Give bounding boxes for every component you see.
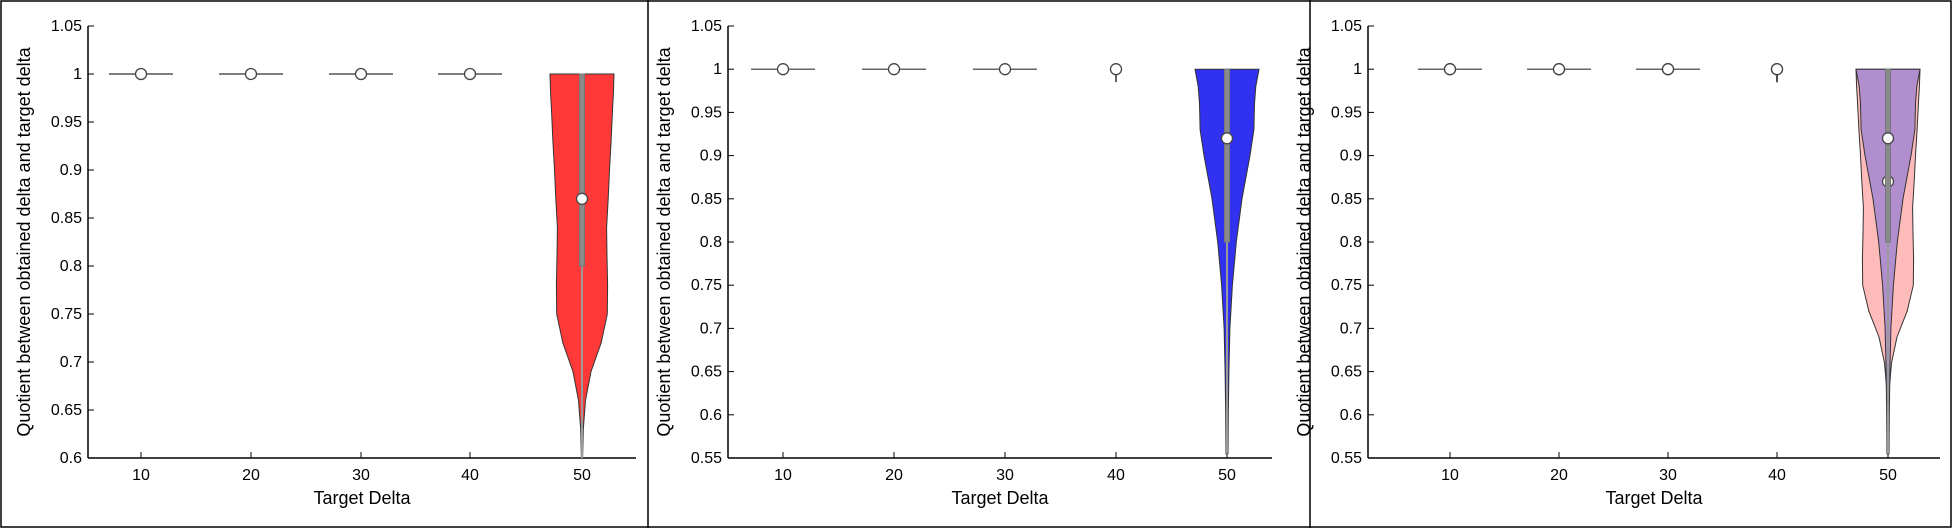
y-axis-label: Quotient between obtained delta and targ…	[1294, 46, 1314, 436]
y-tick-label: 0.9	[60, 162, 82, 179]
median-marker	[1220, 132, 1234, 145]
y-tick-label: 1.05	[1331, 18, 1362, 35]
y-tick-label: 0.55	[1331, 450, 1362, 467]
median-marker	[1552, 63, 1566, 76]
y-tick-label: 0.9	[1340, 148, 1362, 165]
x-tick-label: 30	[996, 467, 1014, 484]
y-tick-label: 1	[1353, 61, 1362, 78]
y-tick-label: 0.7	[1340, 320, 1362, 337]
y-axis-label: Quotient between obtained delta and targ…	[654, 46, 674, 436]
median-marker	[776, 63, 790, 76]
chart-panel-1: 0.6 0.65 0.7 0.75 0.8 0.85 0.9 0.95 1 1.05 10 20 30 4…	[14, 18, 636, 508]
y-tick-label: 0.75	[691, 277, 722, 294]
y-tick-label: 0.8	[1340, 234, 1362, 251]
y-tick-label: 0.7	[60, 354, 82, 371]
x-tick-label: 20	[885, 467, 903, 484]
iqr-box	[1885, 68, 1891, 243]
median-marker	[244, 67, 258, 81]
y-tick-label: 0.9	[700, 148, 722, 165]
y-tick-label: 0.85	[1331, 191, 1362, 208]
median-marker	[887, 63, 901, 76]
x-tick-label: 50	[573, 467, 591, 484]
x-tick-label: 10	[132, 467, 150, 484]
y-tick-label: 1.05	[51, 18, 82, 35]
x-tick-label: 30	[1659, 467, 1677, 484]
y-tick-label: 0.65	[1331, 364, 1362, 381]
chart-panel-3: 0.55 0.6 0.65 0.7 0.75 0.8 0.85 0.9 0.95 1 1.05 10 2…	[1294, 18, 1940, 508]
median-marker	[1770, 63, 1784, 76]
median-marker	[1109, 63, 1123, 76]
x-tick-label: 10	[774, 467, 792, 484]
median-marker	[1661, 63, 1675, 76]
x-tick-label: 40	[1768, 467, 1786, 484]
median-marker	[998, 63, 1012, 76]
iqr-box	[1224, 68, 1230, 243]
y-tick-label: 0.85	[51, 210, 82, 227]
x-axis-label: Target Delta	[1605, 488, 1703, 508]
y-tick-label: 0.7	[700, 320, 722, 337]
x-tick-label: 20	[1550, 467, 1568, 484]
x-axis-label: Target Delta	[313, 488, 411, 508]
y-tick-label: 0.6	[60, 450, 82, 467]
x-tick-label: 20	[242, 467, 260, 484]
iqr-box	[579, 73, 585, 267]
median-marker	[463, 67, 477, 81]
y-tick-label: 0.65	[51, 402, 82, 419]
x-tick-label: 30	[352, 467, 370, 484]
y-tick-label: 0.95	[691, 104, 722, 121]
y-tick-label: 0.95	[51, 114, 82, 131]
y-tick-label: 0.8	[60, 258, 82, 275]
y-tick-label: 0.75	[1331, 277, 1362, 294]
y-tick-label: 0.65	[691, 364, 722, 381]
x-tick-label: 40	[461, 467, 479, 484]
y-tick-label: 0.85	[691, 191, 722, 208]
y-tick-label: 1	[713, 61, 722, 78]
median-marker	[1881, 132, 1895, 145]
x-tick-label: 50	[1218, 467, 1236, 484]
median-marker	[575, 192, 589, 205]
x-tick-label: 50	[1879, 467, 1897, 484]
y-tick-label: 0.95	[1331, 104, 1362, 121]
y-tick-label: 0.8	[700, 234, 722, 251]
x-tick-label: 40	[1107, 467, 1125, 484]
chart-panel-2: 0.55 0.6 0.65 0.7 0.75 0.8 0.85 0.9 0.95 1 1.05 10 2…	[654, 18, 1272, 508]
y-tick-label: 1	[73, 66, 82, 83]
y-tick-label: 0.6	[700, 407, 722, 424]
median-marker	[1443, 63, 1457, 76]
median-marker	[354, 67, 368, 81]
x-tick-label: 10	[1441, 467, 1459, 484]
y-tick-label: 1.05	[691, 18, 722, 35]
y-tick-label: 0.75	[51, 306, 82, 323]
y-axis-label: Quotient between obtained delta and targ…	[14, 46, 34, 436]
y-tick-label: 0.6	[1340, 407, 1362, 424]
y-tick-label: 0.55	[691, 450, 722, 467]
median-marker	[134, 67, 148, 81]
x-axis-label: Target Delta	[951, 488, 1049, 508]
